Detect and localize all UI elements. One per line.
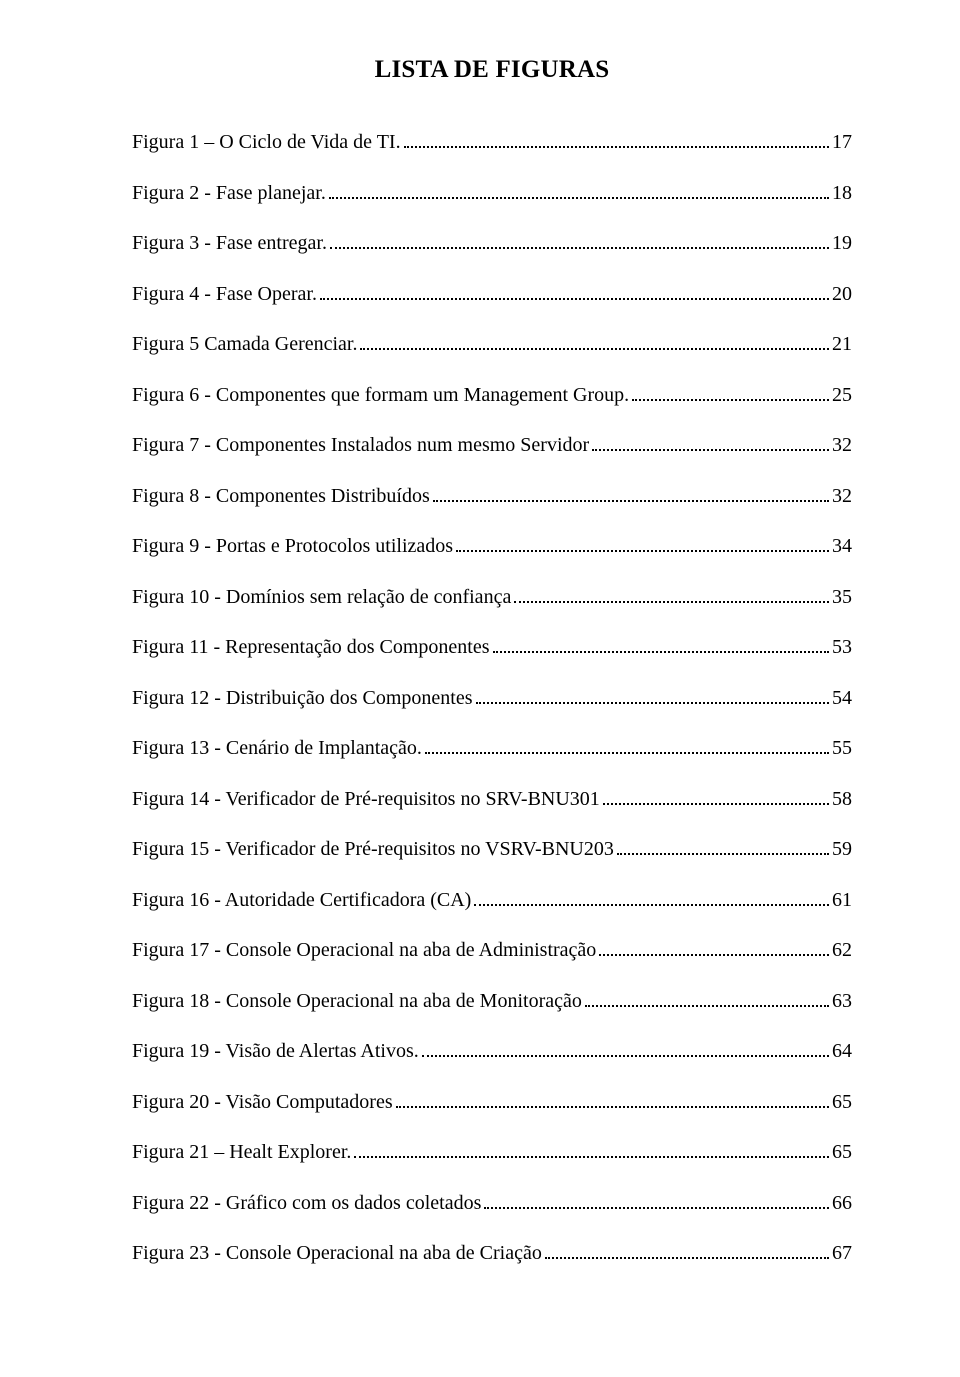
toc-entry-label: Figura 21 – Healt Explorer. [132, 1142, 351, 1162]
toc-entry: Figura 20 - Visão Computadores 65 [132, 1092, 852, 1112]
leader-dots [592, 449, 829, 451]
leader-dots [404, 146, 829, 148]
leader-dots [433, 500, 829, 502]
toc-entry-page: 21 [832, 334, 852, 354]
page-title: LISTA DE FIGURAS [132, 56, 852, 84]
leader-dots [396, 1106, 829, 1108]
toc-entry-page: 62 [832, 940, 852, 960]
toc-list: Figura 1 – O Ciclo de Vida de TI.17Figur… [132, 132, 852, 1263]
toc-entry-page: 34 [832, 536, 852, 556]
leader-dots [484, 1207, 829, 1209]
leader-dots [585, 1005, 829, 1007]
toc-entry-label: Figura 5 Camada Gerenciar. [132, 334, 357, 354]
toc-entry-page: 54 [832, 688, 852, 708]
leader-dots [599, 954, 829, 956]
toc-entry-page: 18 [832, 183, 852, 203]
toc-entry: Figura 7 - Componentes Instalados num me… [132, 435, 852, 455]
toc-entry-label: Figura 19 - Visão de Alertas Ativos. [132, 1041, 419, 1061]
toc-entry-page: 19 [832, 233, 852, 253]
toc-entry: Figura 13 - Cenário de Implantação. 55 [132, 738, 852, 758]
toc-entry-label: Figura 2 - Fase planejar. [132, 183, 326, 203]
toc-entry-page: 32 [832, 435, 852, 455]
leader-dots [330, 247, 829, 249]
toc-entry-label: Figura 6 - Componentes que formam um Man… [132, 385, 629, 405]
leader-dots [617, 853, 829, 855]
leader-dots [354, 1156, 829, 1158]
toc-entry-label: Figura 20 - Visão Computadores [132, 1092, 393, 1112]
toc-entry-label: Figura 18 - Console Operacional na aba d… [132, 991, 582, 1011]
toc-entry-label: Figura 14 - Verificador de Pré-requisito… [132, 789, 600, 809]
toc-entry-label: Figura 10 - Domínios sem relação de conf… [132, 587, 511, 607]
toc-entry-page: 53 [832, 637, 852, 657]
toc-entry: Figura 11 - Representação dos Componente… [132, 637, 852, 657]
toc-entry-page: 66 [832, 1193, 852, 1213]
toc-entry-label: Figura 17 - Console Operacional na aba d… [132, 940, 596, 960]
toc-entry: Figura 12 - Distribuição dos Componentes… [132, 688, 852, 708]
toc-entry: Figura 3 - Fase entregar. 19 [132, 233, 852, 253]
toc-entry: Figura 4 - Fase Operar. 20 [132, 284, 852, 304]
toc-entry-page: 58 [832, 789, 852, 809]
toc-entry: Figura 15 - Verificador de Pré-requisito… [132, 839, 852, 859]
leader-dots [493, 651, 829, 653]
leader-dots [603, 803, 829, 805]
toc-entry-label: Figura 16 - Autoridade Certificadora (CA… [132, 890, 471, 910]
toc-entry: Figura 6 - Componentes que formam um Man… [132, 385, 852, 405]
page: LISTA DE FIGURAS Figura 1 – O Ciclo de V… [0, 0, 960, 1377]
toc-entry-page: 65 [832, 1092, 852, 1112]
leader-dots [456, 550, 829, 552]
leader-dots [425, 752, 829, 754]
toc-entry-label: Figura 22 - Gráfico com os dados coletad… [132, 1193, 481, 1213]
toc-entry-page: 65 [832, 1142, 852, 1162]
toc-entry-page: 64 [832, 1041, 852, 1061]
toc-entry-page: 17 [832, 132, 852, 152]
toc-entry: Figura 19 - Visão de Alertas Ativos. 64 [132, 1041, 852, 1061]
leader-dots [632, 399, 829, 401]
toc-entry-page: 25 [832, 385, 852, 405]
toc-entry-label: Figura 1 – O Ciclo de Vida de TI. [132, 132, 401, 152]
toc-entry: Figura 16 - Autoridade Certificadora (CA… [132, 890, 852, 910]
toc-entry-label: Figura 11 - Representação dos Componente… [132, 637, 490, 657]
toc-entry-label: Figura 13 - Cenário de Implantação. [132, 738, 422, 758]
toc-entry-page: 63 [832, 991, 852, 1011]
leader-dots [320, 298, 829, 300]
leader-dots [476, 702, 829, 704]
leader-dots [514, 601, 829, 603]
toc-entry: Figura 10 - Domínios sem relação de conf… [132, 587, 852, 607]
toc-entry-label: Figura 8 - Componentes Distribuídos [132, 486, 430, 506]
toc-entry: Figura 17 - Console Operacional na aba d… [132, 940, 852, 960]
toc-entry-label: Figura 3 - Fase entregar. [132, 233, 327, 253]
toc-entry-page: 20 [832, 284, 852, 304]
toc-entry: Figura 9 - Portas e Protocolos utilizado… [132, 536, 852, 556]
toc-entry: Figura 18 - Console Operacional na aba d… [132, 991, 852, 1011]
toc-entry: Figura 21 – Healt Explorer. 65 [132, 1142, 852, 1162]
leader-dots [474, 904, 829, 906]
toc-entry-label: Figura 23 - Console Operacional na aba d… [132, 1243, 542, 1263]
toc-entry-page: 55 [832, 738, 852, 758]
leader-dots [422, 1055, 829, 1057]
toc-entry: Figura 2 - Fase planejar. 18 [132, 183, 852, 203]
toc-entry-page: 67 [832, 1243, 852, 1263]
toc-entry-label: Figura 15 - Verificador de Pré-requisito… [132, 839, 614, 859]
toc-entry: Figura 22 - Gráfico com os dados coletad… [132, 1193, 852, 1213]
toc-entry-label: Figura 9 - Portas e Protocolos utilizado… [132, 536, 453, 556]
leader-dots [545, 1257, 829, 1259]
leader-dots [360, 348, 829, 350]
toc-entry-page: 61 [832, 890, 852, 910]
leader-dots [329, 197, 829, 199]
toc-entry-page: 59 [832, 839, 852, 859]
toc-entry-page: 35 [832, 587, 852, 607]
toc-entry-page: 32 [832, 486, 852, 506]
toc-entry: Figura 5 Camada Gerenciar. 21 [132, 334, 852, 354]
toc-entry: Figura 8 - Componentes Distribuídos 32 [132, 486, 852, 506]
toc-entry: Figura 14 - Verificador de Pré-requisito… [132, 789, 852, 809]
toc-entry-label: Figura 12 - Distribuição dos Componentes [132, 688, 473, 708]
toc-entry: Figura 23 - Console Operacional na aba d… [132, 1243, 852, 1263]
toc-entry-label: Figura 4 - Fase Operar. [132, 284, 317, 304]
toc-entry-label: Figura 7 - Componentes Instalados num me… [132, 435, 589, 455]
toc-entry: Figura 1 – O Ciclo de Vida de TI. 17 [132, 132, 852, 152]
